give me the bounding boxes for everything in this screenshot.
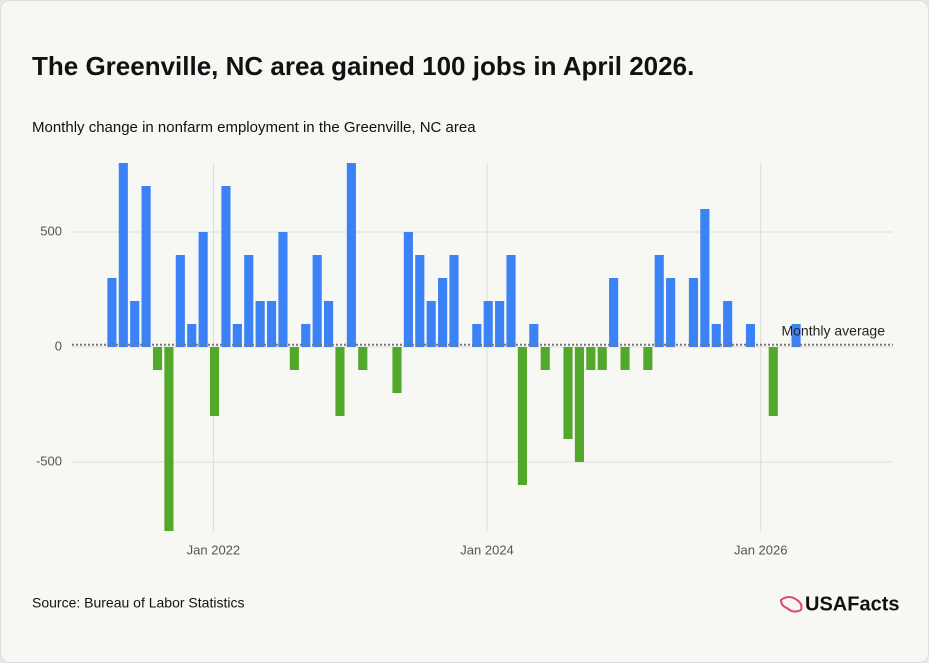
bar: [335, 347, 345, 416]
bar: [107, 278, 117, 347]
bar: [278, 232, 288, 347]
bar: [723, 301, 733, 347]
bar: [597, 347, 607, 370]
bar: [244, 255, 254, 347]
chart-title: The Greenville, NC area gained 100 jobs …: [32, 51, 694, 81]
bar: [141, 186, 151, 347]
bar: [152, 347, 163, 370]
bar: [415, 255, 425, 347]
bar: [438, 278, 448, 347]
bar: [688, 278, 699, 347]
bar: [118, 163, 128, 347]
bar: [495, 301, 505, 347]
bar: [392, 347, 402, 393]
bar: [529, 324, 539, 347]
bar: [483, 301, 493, 347]
bar: [745, 324, 756, 347]
bar: [346, 163, 356, 347]
bar: [187, 324, 197, 347]
bar: [643, 347, 653, 370]
x-tick-label: Jan 2026: [734, 542, 788, 557]
bar: [666, 278, 676, 347]
bar: [711, 324, 721, 347]
y-tick-label: -500: [36, 453, 62, 468]
source: Source: Bureau of Labor Statistics: [32, 595, 244, 611]
bar: [324, 301, 334, 347]
average-label: Monthly average: [781, 322, 885, 338]
bar: [232, 324, 242, 347]
y-tick-label: 0: [55, 338, 62, 353]
bar: [312, 255, 322, 347]
bar: [221, 186, 231, 347]
bar: [198, 232, 208, 347]
bar: [654, 255, 664, 347]
bar: [164, 347, 174, 531]
bar: [266, 301, 277, 347]
bar: [472, 324, 482, 347]
y-tick-label: 500: [40, 223, 62, 238]
bar: [175, 255, 185, 347]
bar: [586, 347, 596, 370]
bar: [289, 347, 299, 370]
bar: [426, 301, 436, 347]
logo: USAFacts: [805, 593, 899, 615]
bar: [301, 324, 311, 347]
bar: [791, 324, 801, 347]
bar: [620, 347, 630, 370]
bar: [449, 255, 459, 347]
bar: [209, 347, 220, 416]
logo-icon: [779, 596, 803, 613]
chart-subtitle: Monthly change in nonfarm employment in …: [32, 119, 476, 136]
bar: [506, 255, 516, 347]
bar: [768, 347, 778, 416]
bar: [403, 232, 413, 347]
x-tick-label: Jan 2022: [187, 542, 241, 557]
bar: [358, 347, 368, 370]
bar: [563, 347, 573, 439]
bar: [574, 347, 584, 462]
bar: [700, 209, 710, 347]
bar: [540, 347, 550, 370]
bar: [609, 278, 619, 347]
bar: [130, 301, 140, 347]
x-tick-label: Jan 2024: [460, 542, 514, 557]
bar: [517, 347, 527, 485]
bar: [255, 301, 265, 347]
